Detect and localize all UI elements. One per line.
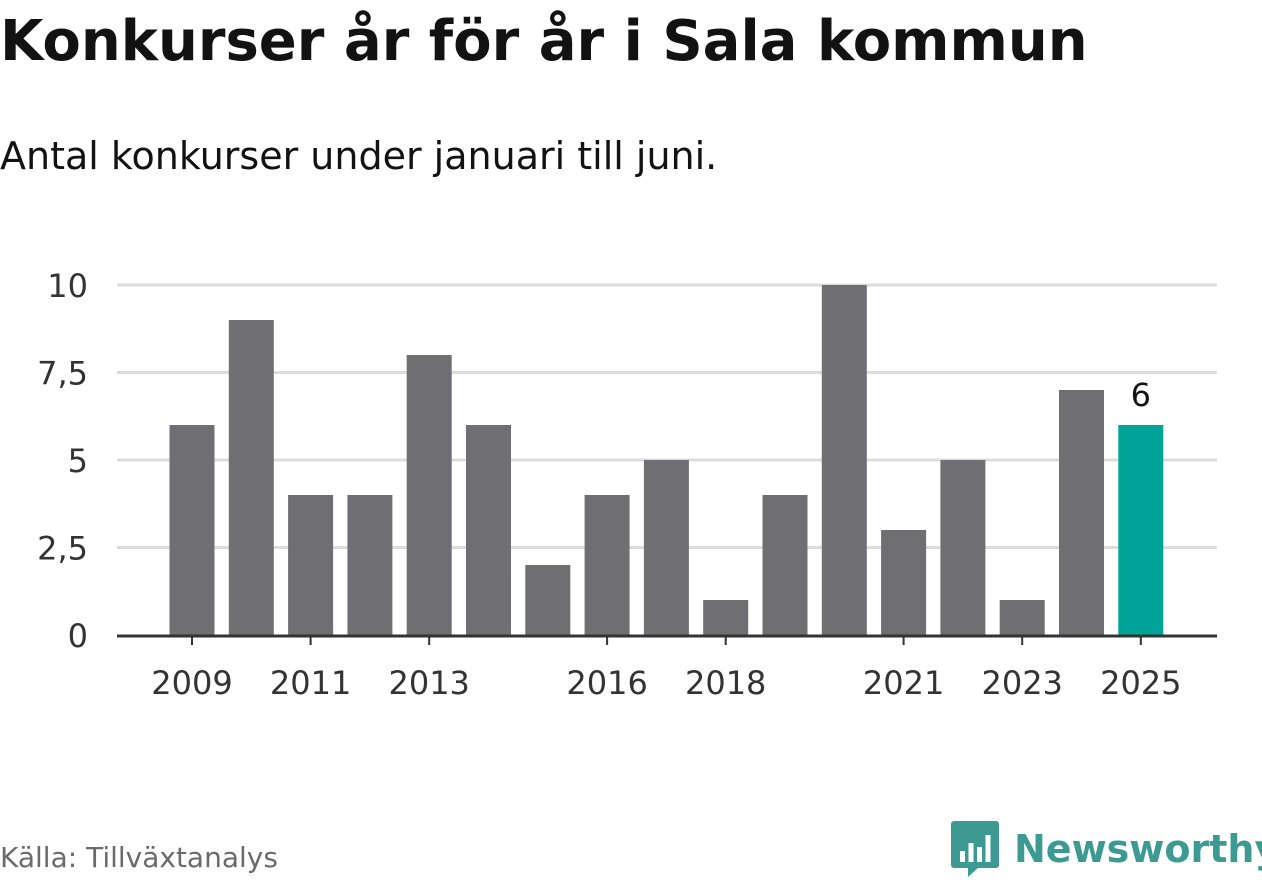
x-tick-label: 2009 xyxy=(151,664,232,702)
y-tick-label: 0 xyxy=(68,617,88,655)
bars xyxy=(169,285,1164,635)
bar-2019 xyxy=(762,495,808,635)
chart-title: Konkurser år för år i Sala kommun xyxy=(0,9,1088,74)
bar-2015 xyxy=(525,565,571,635)
x-tick-label: 2023 xyxy=(981,664,1062,702)
bar-2010 xyxy=(228,320,274,635)
data-label: 6 xyxy=(1131,376,1151,414)
bar-2011 xyxy=(288,495,334,635)
brand-name: Newsworthy xyxy=(1014,827,1262,871)
y-tick-label: 10 xyxy=(47,267,88,305)
y-tick-label: 5 xyxy=(68,442,88,480)
bar-2013 xyxy=(406,355,452,635)
brand-logo[interactable]: Newsworthy xyxy=(950,818,1262,880)
x-tick-label: 2018 xyxy=(685,664,766,702)
x-tick-label: 2011 xyxy=(270,664,351,702)
bar-chart-speech-bubble-icon xyxy=(951,821,999,877)
x-tick-label: 2013 xyxy=(388,664,469,702)
source-note: Källa: Tillväxtanalys xyxy=(0,841,278,874)
x-tick-label: 2021 xyxy=(863,664,944,702)
y-axis-ticks: 0 2,5 5 7,5 10 xyxy=(37,267,88,655)
bar-2009 xyxy=(169,425,215,635)
bar-2014 xyxy=(466,425,511,635)
bar-2021 xyxy=(881,530,927,635)
y-tick-label: 2,5 xyxy=(37,530,88,568)
bar-2018 xyxy=(703,600,749,635)
x-axis-ticks: 2009 2011 2013 2016 2018 2021 2023 2025 xyxy=(151,637,1182,702)
bar-2020 xyxy=(821,285,867,635)
x-tick-label: 2025 xyxy=(1100,664,1181,702)
bar-2022 xyxy=(940,460,986,635)
bar-2023 xyxy=(999,600,1045,635)
data-labels: 6 xyxy=(1131,376,1151,414)
chart-subtitle: Antal konkurser under januari till juni. xyxy=(0,134,718,178)
bar-2024 xyxy=(1059,390,1104,635)
bar-2016 xyxy=(584,495,630,635)
bar-2012 xyxy=(347,495,393,635)
x-tick-label: 2016 xyxy=(566,664,647,702)
y-tick-label: 7,5 xyxy=(37,355,88,393)
bar-2025 xyxy=(1118,425,1164,635)
bar-2017 xyxy=(643,460,689,635)
